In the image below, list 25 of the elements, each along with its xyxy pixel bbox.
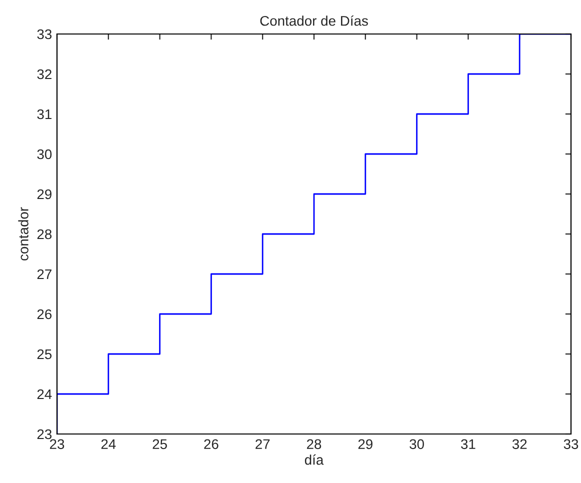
y-tick-label: 26 (37, 309, 52, 320)
x-tick-label: 32 (512, 439, 527, 450)
x-tick-label: 24 (101, 439, 116, 449)
y-tick-label: 33 (37, 29, 52, 40)
x-tick-label: 30 (410, 439, 424, 450)
x-tick-label: 33 (564, 439, 578, 450)
y-tick-label: 24 (37, 389, 52, 400)
y-tick-label: 28 (37, 229, 52, 240)
x-tick-label: 29 (358, 439, 372, 450)
y-tick-label: 32 (37, 69, 52, 80)
y-tick-label: 27 (37, 269, 52, 280)
x-tick-label: 28 (306, 439, 322, 450)
x-tick-label: 31 (461, 439, 476, 450)
y-tick-label: 29 (37, 189, 52, 200)
x-axis-title: día (304, 454, 324, 465)
x-tick-label: 26 (204, 439, 218, 450)
y-tick-label: 25 (37, 349, 52, 360)
chart-title: Contador de Días (260, 15, 368, 26)
x-tick-label: 25 (152, 439, 167, 450)
y-tick-label: 23 (37, 429, 52, 440)
x-tick-label: 23 (50, 439, 64, 450)
y-axis-title: contador (18, 207, 28, 260)
y-tick-label: 31 (37, 109, 52, 120)
y-tick-label: 30 (37, 149, 52, 160)
x-tick-label: 27 (256, 439, 270, 449)
